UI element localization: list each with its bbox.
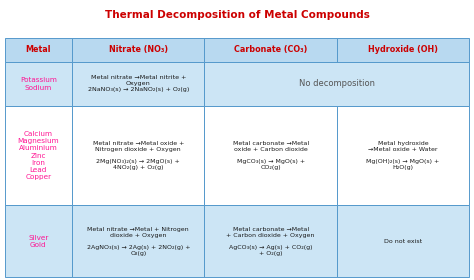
Bar: [72, 106, 204, 206]
Text: Silver
Gold: Silver Gold: [28, 235, 49, 248]
Text: Nitrate (NO₃): Nitrate (NO₃): [109, 45, 168, 54]
Text: Thermal Decomposition of Metal Compounds: Thermal Decomposition of Metal Compounds: [105, 10, 369, 20]
Bar: [5, 38, 72, 62]
Bar: [5, 106, 72, 206]
Text: Metal nitrate →Metal oxide +
Nitrogen dioxide + Oxygen

2Mg(NO₃)₂(s) → 2MgO(s) +: Metal nitrate →Metal oxide + Nitrogen di…: [92, 141, 184, 170]
Bar: [5, 62, 72, 106]
Bar: [337, 106, 469, 206]
Bar: [204, 38, 337, 62]
Text: Metal hydroxide
→Metal oxide + Water

Mg(OH)₂(s) → MgO(s) +
H₂O(g): Metal hydroxide →Metal oxide + Water Mg(…: [366, 141, 440, 170]
Bar: [204, 206, 337, 277]
Bar: [72, 62, 204, 106]
Bar: [72, 206, 204, 277]
Bar: [204, 106, 337, 206]
Text: Carbonate (CO₃): Carbonate (CO₃): [234, 45, 307, 54]
Text: Calcium
Magnesium
Aluminium
Zinc
Iron
Lead
Copper: Calcium Magnesium Aluminium Zinc Iron Le…: [18, 131, 59, 180]
Text: Potassium
Sodium: Potassium Sodium: [20, 77, 57, 90]
Text: Metal: Metal: [26, 45, 51, 54]
Text: Metal nitrate →Metal nitrite +
Oxygen
2NaNO₃(s) → 2NaNO₂(s) + O₂(g): Metal nitrate →Metal nitrite + Oxygen 2N…: [88, 75, 189, 92]
Bar: [72, 38, 204, 62]
Text: No decomposition: No decomposition: [299, 80, 375, 88]
Text: Metal carbonate →Metal
oxide + Carbon dioxide

MgCO₃(s) → MgO(s) +
CO₂(g): Metal carbonate →Metal oxide + Carbon di…: [233, 141, 309, 170]
Text: Metal nitrate →Metal + Nitrogen
dioxide + Oxygen

2AgNO₃(s) → 2Ag(s) + 2NO₂(g) +: Metal nitrate →Metal + Nitrogen dioxide …: [87, 227, 190, 256]
Text: Do not exist: Do not exist: [384, 239, 422, 244]
Text: Metal carbonate →Metal
+ Carbon dioxide + Oxygen

AgCO₃(s) → Ag(s) + CO₂(g)
+ O₂: Metal carbonate →Metal + Carbon dioxide …: [227, 227, 315, 256]
Bar: [337, 206, 469, 277]
Bar: [5, 206, 72, 277]
Bar: [337, 38, 469, 62]
Bar: [204, 62, 469, 106]
Text: Hydroxide (OH): Hydroxide (OH): [368, 45, 438, 54]
